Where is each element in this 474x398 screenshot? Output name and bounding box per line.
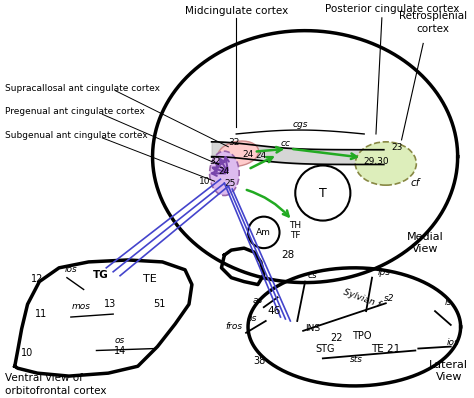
- Text: ips: ips: [377, 268, 391, 277]
- Text: cf: cf: [410, 178, 420, 188]
- Text: ios: ios: [447, 338, 459, 347]
- Ellipse shape: [356, 142, 416, 185]
- Text: TE 21: TE 21: [371, 345, 401, 355]
- Text: 29,30: 29,30: [363, 158, 389, 166]
- Text: 24: 24: [219, 167, 230, 176]
- Text: STG: STG: [315, 345, 335, 355]
- Text: TE: TE: [143, 273, 156, 284]
- Ellipse shape: [218, 141, 259, 166]
- Text: Ventral view of
orbitofrontal cortex: Ventral view of orbitofrontal cortex: [5, 373, 107, 396]
- Text: 13: 13: [104, 299, 116, 309]
- Text: cs: cs: [307, 271, 317, 280]
- Text: Midcingulate cortex: Midcingulate cortex: [184, 6, 288, 16]
- Text: Medial
View: Medial View: [407, 232, 444, 254]
- Text: Supracallosal ant cingulate cortex: Supracallosal ant cingulate cortex: [5, 84, 160, 93]
- Text: 32: 32: [209, 156, 220, 166]
- Text: Posterior cingulate cortex: Posterior cingulate cortex: [325, 4, 459, 14]
- Text: os: os: [115, 336, 125, 345]
- Ellipse shape: [210, 151, 239, 195]
- Text: TF: TF: [290, 231, 301, 240]
- Text: 14: 14: [114, 346, 126, 357]
- Text: 25: 25: [225, 179, 236, 188]
- Text: 24: 24: [255, 150, 266, 160]
- Text: Sylvian f: Sylvian f: [342, 287, 382, 309]
- Text: 46: 46: [267, 306, 280, 316]
- Text: 38: 38: [254, 356, 266, 366]
- Text: TH: TH: [289, 221, 301, 230]
- Text: s2: s2: [383, 294, 394, 303]
- Text: 10: 10: [21, 348, 34, 359]
- Text: los: los: [64, 265, 77, 274]
- Text: Retrosplenial
cortex: Retrosplenial cortex: [399, 11, 467, 33]
- Text: 24: 24: [242, 150, 254, 159]
- Text: TG: TG: [92, 270, 108, 280]
- Text: sts: sts: [350, 355, 363, 364]
- Text: TPO: TPO: [353, 331, 372, 341]
- Text: ls: ls: [444, 298, 451, 307]
- Text: 32: 32: [228, 138, 240, 147]
- Text: cc: cc: [281, 139, 291, 148]
- Text: mos: mos: [71, 302, 90, 311]
- Text: 23: 23: [391, 143, 402, 152]
- Text: 51: 51: [153, 299, 165, 309]
- Text: as: as: [253, 296, 263, 305]
- Text: Am: Am: [256, 228, 271, 237]
- Text: Subgenual ant cingulate cortex: Subgenual ant cingulate cortex: [5, 131, 148, 140]
- Text: 12: 12: [31, 273, 44, 284]
- Text: ps: ps: [246, 314, 256, 323]
- Text: 10: 10: [199, 177, 210, 186]
- Text: INS: INS: [305, 324, 320, 333]
- Text: Lateral
View: Lateral View: [429, 360, 468, 382]
- Text: 22: 22: [330, 333, 343, 343]
- Text: T: T: [319, 187, 327, 199]
- Text: fros: fros: [225, 322, 242, 331]
- Text: 28: 28: [281, 250, 294, 260]
- Text: Pregenual ant cingulate cortex: Pregenual ant cingulate cortex: [5, 107, 145, 116]
- Text: cgs: cgs: [292, 120, 308, 129]
- Text: 11: 11: [35, 309, 47, 319]
